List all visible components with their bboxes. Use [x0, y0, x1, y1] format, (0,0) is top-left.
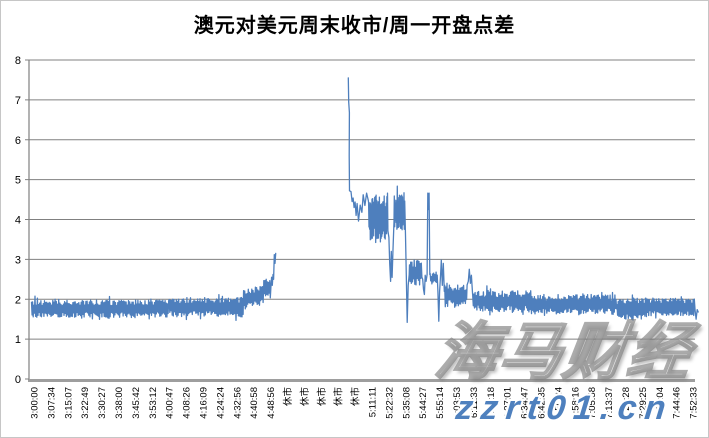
y-tick-label: 4 [15, 215, 21, 227]
x-tick-label: 7:44:46 [672, 387, 683, 419]
x-tick-label: 休市 [282, 387, 294, 407]
y-tick-label: 0 [15, 374, 21, 386]
x-tick-label: 4:40:58 [249, 387, 260, 419]
x-tick-label: 7:52:33 [689, 387, 700, 419]
x-tick-label: 6:11:33 [469, 387, 480, 418]
x-tick-label: 3:00:00 [30, 387, 41, 419]
x-tick-label: 5:35:08 [401, 387, 412, 419]
x-tick-label: 5:44:27 [418, 387, 429, 419]
y-tick-label: 3 [15, 254, 21, 266]
x-tick-label: 7:21:28 [621, 387, 632, 419]
x-tick-label: 6:34:47 [520, 387, 531, 419]
x-tick-label: 3:53:12 [148, 387, 159, 419]
watermark-brand: 海马财经 [430, 317, 698, 388]
x-tick-label: 7:29:25 [638, 387, 649, 419]
x-tick-label: 7:37:04 [655, 387, 666, 419]
x-tick-label: 4:16:09 [199, 387, 210, 419]
x-tick-label: 休市 [350, 387, 362, 407]
x-tick-label: 5:11:11 [368, 387, 379, 417]
x-tick-label: 5:22:32 [384, 387, 395, 419]
y-tick-label: 5 [15, 175, 21, 187]
chart-title: 澳元对美元周末收市/周一开盘点差 [193, 15, 516, 37]
x-tick-label: 3:38:00 [114, 387, 125, 419]
x-tick-label: 7:05:58 [587, 387, 598, 419]
x-tick-label: 6:19:18 [486, 387, 497, 419]
x-tick-label: 6:42:35 [537, 387, 548, 419]
x-tick-label: 6:50:24 [553, 387, 564, 419]
x-tick-label: 7:13:37 [604, 387, 615, 419]
data-line [30, 77, 699, 324]
y-tick-label: 2 [15, 294, 21, 306]
x-tick-label: 4:32:56 [232, 387, 243, 419]
y-tick-label: 7 [15, 95, 21, 107]
watermark-site: zzrt01.cn [454, 389, 676, 427]
x-tick-label: 4:48:56 [266, 387, 277, 419]
x-tick-label: 6:27:01 [503, 387, 514, 419]
x-tick-label: 3:45:42 [131, 387, 142, 419]
x-tick-label: 休市 [316, 387, 328, 407]
y-tick-label: 6 [15, 135, 21, 147]
x-tick-label: 6:58:16 [570, 387, 581, 419]
x-tick-label: 3:15:07 [63, 387, 74, 419]
x-tick-label: 5:55:14 [435, 387, 446, 419]
x-tick-label: 休市 [333, 387, 345, 407]
x-tick-label: 3:22:49 [80, 387, 91, 419]
x-tick-label: 4:24:24 [215, 387, 226, 419]
x-tick-label: 3:30:27 [97, 387, 108, 419]
x-tick-label: 6:03:53 [452, 387, 463, 419]
y-tick-label: 1 [15, 334, 21, 346]
x-tick-label: 4:08:26 [182, 387, 193, 419]
x-tick-label: 休市 [299, 387, 311, 407]
x-tick-label: 3:07:34 [46, 387, 57, 419]
x-tick-label: 4:00:47 [165, 387, 176, 419]
y-tick-label: 8 [15, 55, 21, 67]
